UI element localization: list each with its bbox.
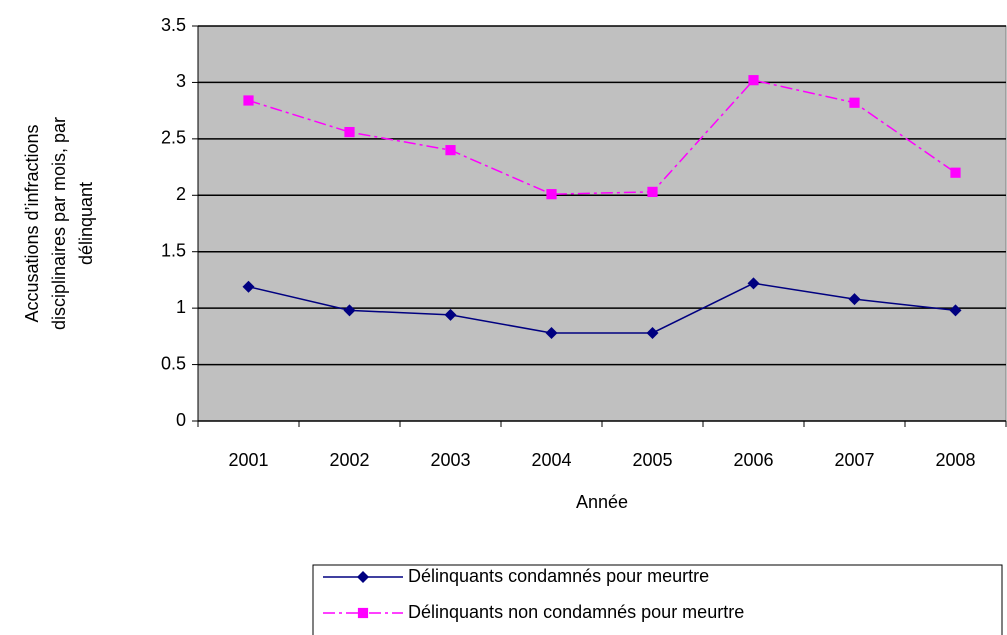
y-tick-label: 2.5: [161, 128, 186, 148]
y-tick-label: 0: [176, 410, 186, 430]
marker: [646, 326, 659, 339]
marker: [949, 304, 962, 317]
marker: [243, 95, 254, 106]
marker: [343, 304, 356, 317]
legend-label: Délinquants condamnés pour meurtre: [408, 566, 709, 586]
marker: [748, 75, 759, 86]
legend-marker: [357, 571, 369, 583]
y-axis-label: Accusations d’infractions disciplinaires …: [22, 117, 96, 330]
y-tick-label: 2: [176, 184, 186, 204]
x-tick-label: 2003: [430, 450, 470, 470]
marker: [546, 189, 557, 200]
x-tick-label: 2002: [329, 450, 369, 470]
x-tick-label: 2001: [228, 450, 268, 470]
line: [248, 282, 956, 334]
line: [248, 79, 956, 195]
x-tick-label: 2008: [935, 450, 975, 470]
plot-area: [197, 25, 1007, 422]
x-axis-label: Année: [576, 492, 628, 512]
y-tick-label: 0.5: [161, 353, 186, 373]
legend-marker: [357, 607, 369, 619]
marker: [242, 280, 255, 293]
marker: [647, 186, 658, 197]
y-tick-label: 1.5: [161, 240, 186, 260]
y-tick-label: 1: [176, 297, 186, 317]
y-axis-label-line: délinquant: [76, 182, 96, 265]
marker: [545, 326, 558, 339]
x-tick-label: 2006: [733, 450, 773, 470]
legend-label: Délinquants non condamnés pour meurtre: [408, 602, 744, 622]
legend-box: [312, 564, 1003, 635]
marker: [444, 308, 457, 321]
y-axis-label-line: Accusations d’infractions: [22, 124, 42, 322]
marker: [950, 167, 961, 178]
marker: [747, 277, 760, 290]
marker: [849, 97, 860, 108]
marker: [848, 293, 861, 306]
marker: [445, 145, 456, 156]
x-tick-label: 2007: [834, 450, 874, 470]
y-tick-label: 3: [176, 71, 186, 91]
marker: [344, 126, 355, 138]
x-tick-label: 2004: [531, 450, 571, 470]
x-tick-label: 2005: [632, 450, 672, 470]
y-tick-label: 3.5: [161, 15, 186, 35]
y-axis-label-line: disciplinaires par mois, par: [49, 117, 69, 330]
